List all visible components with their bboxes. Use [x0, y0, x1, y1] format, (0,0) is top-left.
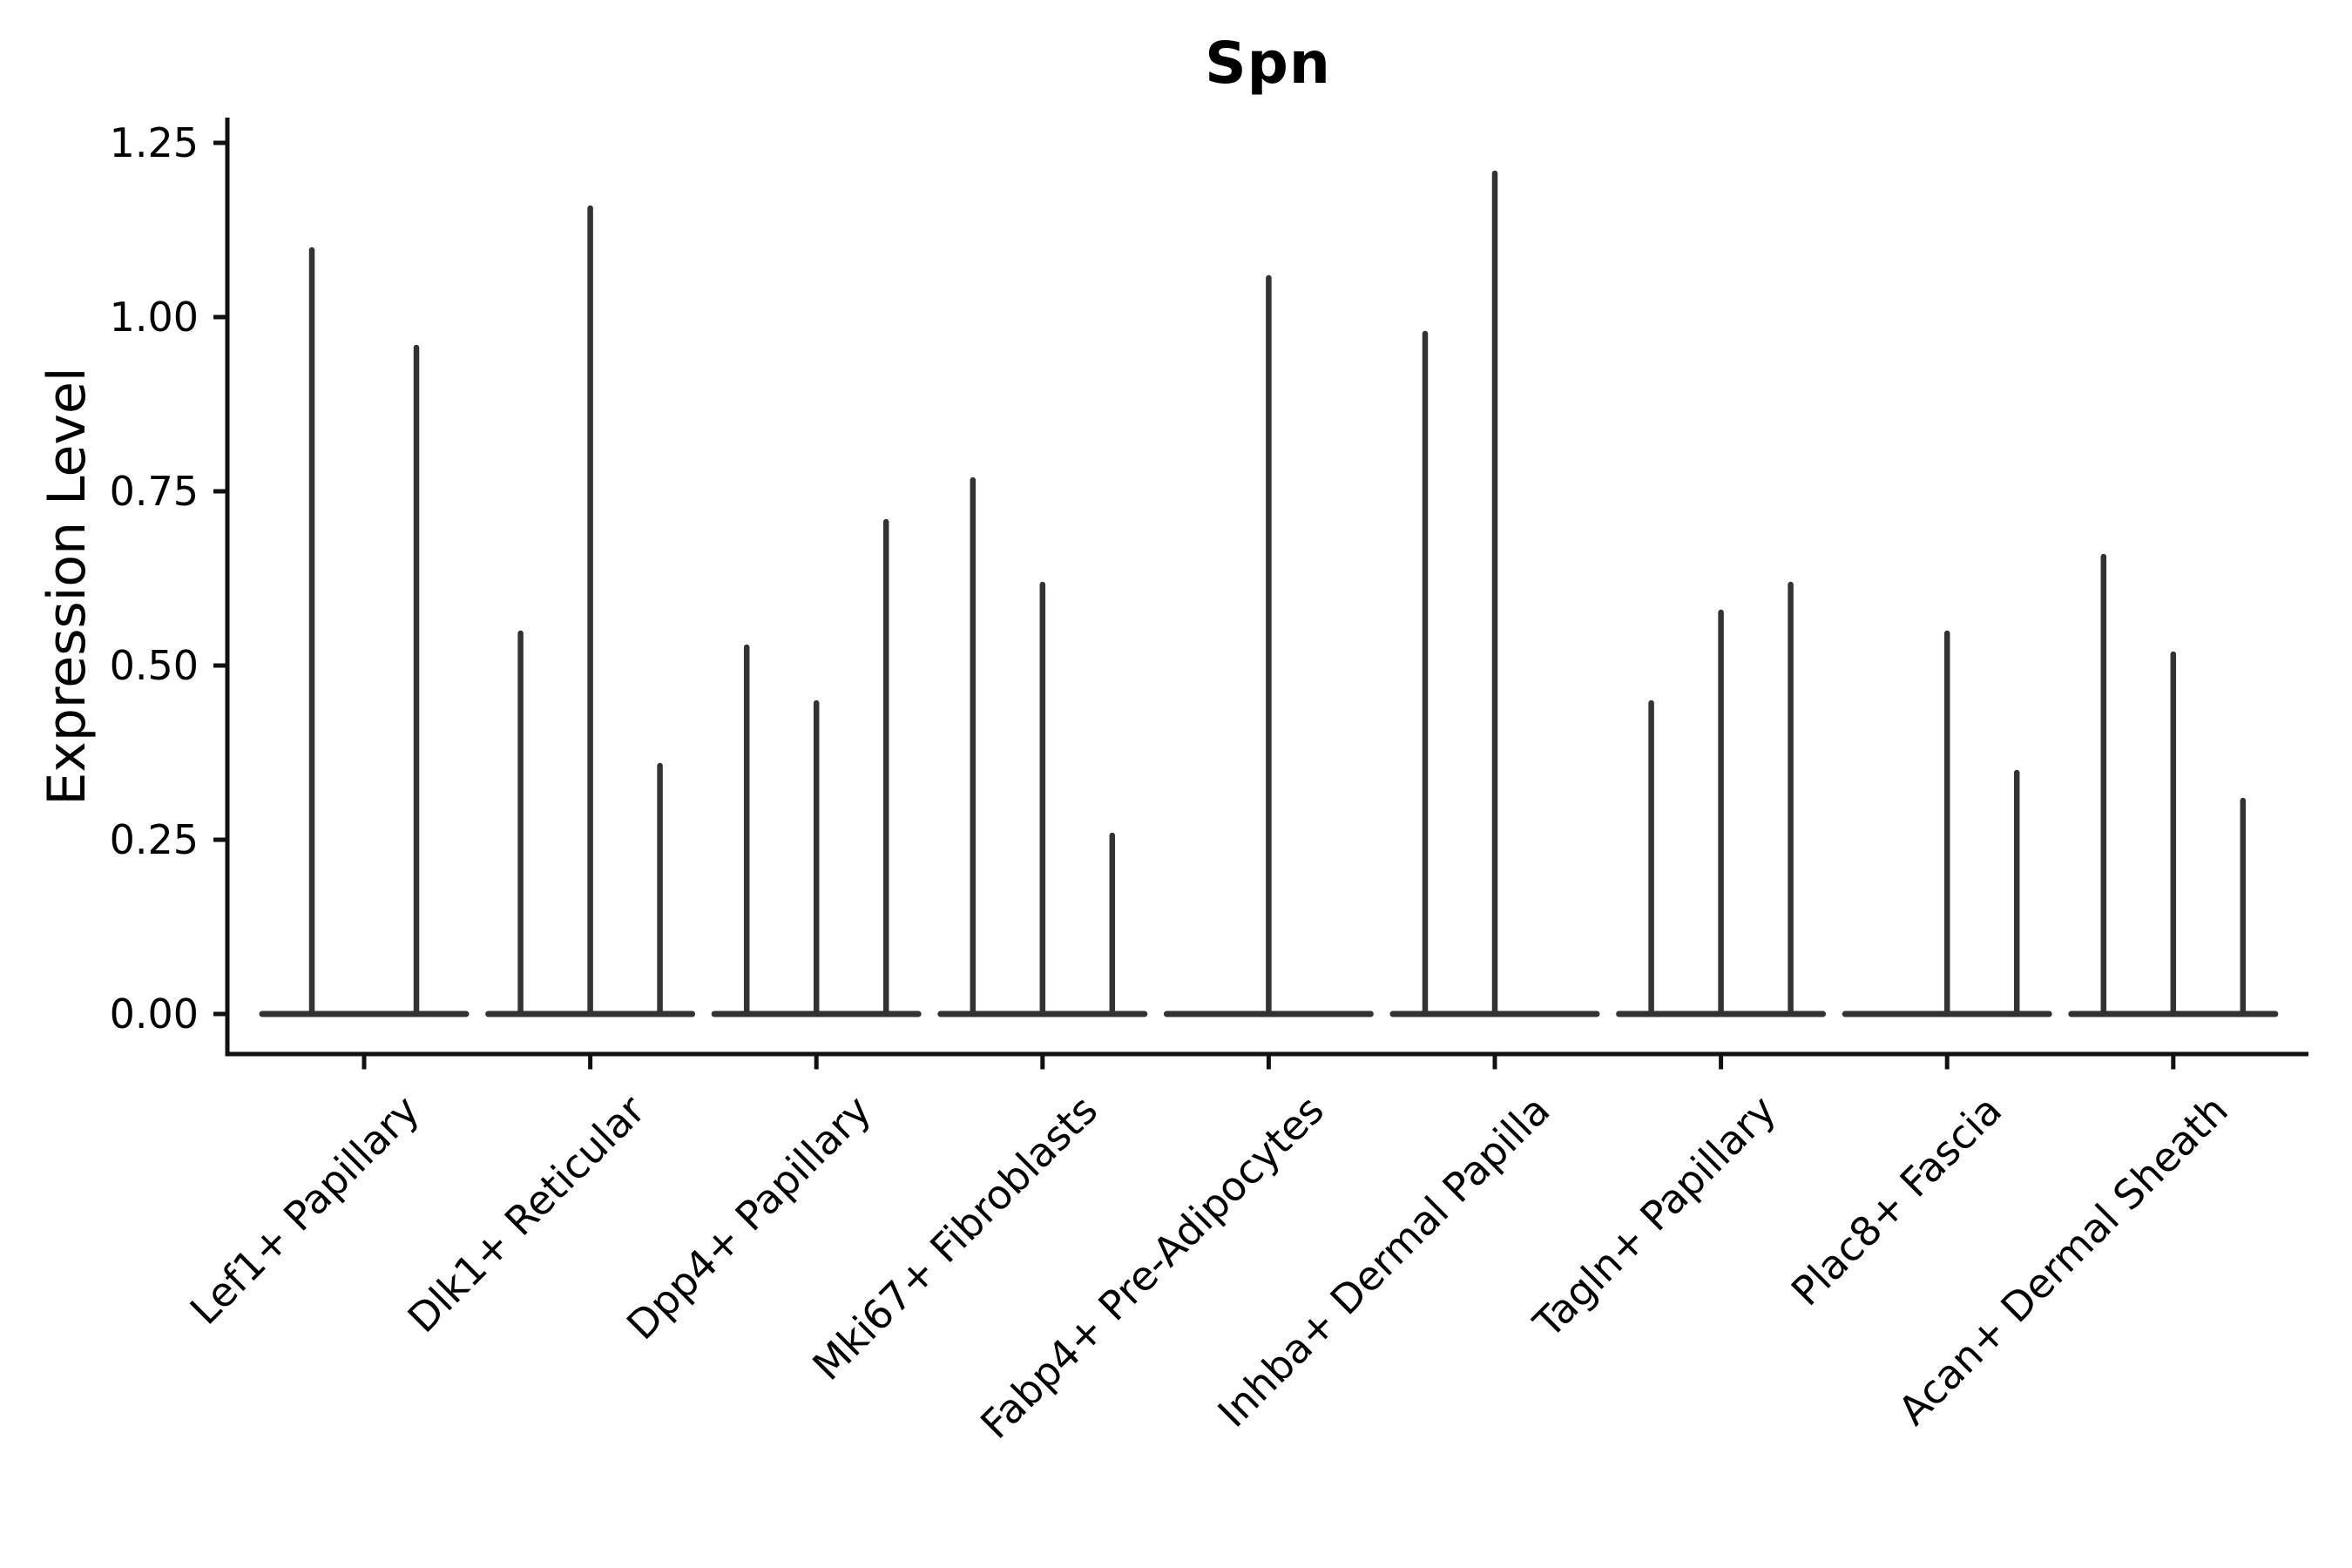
chart-title: Spn [1205, 30, 1331, 97]
y-tick-label: 1.25 [109, 119, 199, 166]
y-tick-label: 0.75 [109, 468, 199, 515]
y-tick-label: 0.50 [109, 642, 199, 689]
y-tick-label: 0.25 [109, 816, 199, 863]
y-tick-label: 1.00 [109, 294, 199, 341]
y-tick-label: 0.00 [109, 990, 199, 1037]
